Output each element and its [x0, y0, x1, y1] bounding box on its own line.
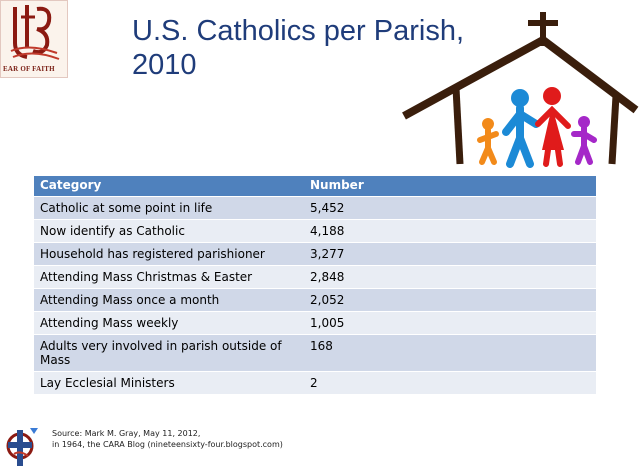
number-cell: 5,452 [304, 195, 596, 219]
header-number: Number [304, 176, 596, 196]
number-cell: 3,277 [304, 241, 596, 265]
header-category: Category [34, 176, 304, 196]
catholics-table: Category Number Catholic at some point i… [34, 176, 596, 394]
category-cell: Lay Ecclesial Ministers [34, 370, 304, 394]
category-cell: Catholic at some point in life [34, 195, 304, 219]
source-line-2: in 1964, the CARA Blog (nineteensixty-fo… [52, 440, 283, 449]
table-row: Attending Mass once a month 2,052 [34, 287, 596, 311]
number-cell: 4,188 [304, 218, 596, 242]
title-line-2: 2010 [132, 49, 197, 81]
source-citation: Source: Mark M. Gray, May 11, 2012, in 1… [52, 428, 283, 450]
number-cell: 2,052 [304, 287, 596, 311]
number-cell: 168 [304, 333, 596, 371]
number-cell: 1,005 [304, 310, 596, 334]
category-cell: Attending Mass Christmas & Easter [34, 264, 304, 288]
category-cell: Adults very involved in parish outside o… [34, 333, 304, 371]
table-row: Lay Ecclesial Ministers 2 [34, 370, 596, 394]
source-line-1: Source: Mark M. Gray, May 11, 2012, [52, 429, 201, 438]
category-cell: Household has registered parishioner [34, 241, 304, 265]
logo-emblem-icon [10, 5, 60, 60]
category-cell: Now identify as Catholic [34, 218, 304, 242]
table-row: Attending Mass Christmas & Easter 2,848 [34, 264, 596, 288]
church-family-icon [402, 12, 639, 168]
child-orange [477, 127, 499, 165]
table-row: Catholic at some point in life 5,452 [34, 195, 596, 219]
cross-horizontal [528, 20, 558, 26]
number-cell: 2 [304, 370, 596, 394]
title-line-1: U.S. Catholics per Parish, [132, 15, 465, 47]
cross-vertical [540, 12, 546, 46]
table-header-row: Category Number [34, 176, 596, 196]
year-of-faith-logo: EAR OF FAITH [0, 0, 68, 78]
left-wall [452, 87, 464, 165]
roof [402, 36, 639, 120]
category-cell: Attending Mass once a month [34, 287, 304, 311]
table-row: Now identify as Catholic 4,188 [34, 218, 596, 242]
right-wall [608, 95, 620, 165]
adult-red [542, 106, 564, 150]
child-purple [571, 125, 597, 165]
number-cell: 2,848 [304, 264, 596, 288]
page-title: U.S. Catholics per Parish, 2010 [132, 14, 552, 82]
table-row: Household has registered parishioner 3,2… [34, 241, 596, 265]
adult-blue [502, 104, 540, 168]
category-cell: Attending Mass weekly [34, 310, 304, 334]
table-row: Adults very involved in parish outside o… [34, 333, 596, 371]
footer-logo-icon [6, 428, 38, 466]
table-row: Attending Mass weekly 1,005 [34, 310, 596, 334]
logo-text: EAR OF FAITH [3, 65, 55, 73]
